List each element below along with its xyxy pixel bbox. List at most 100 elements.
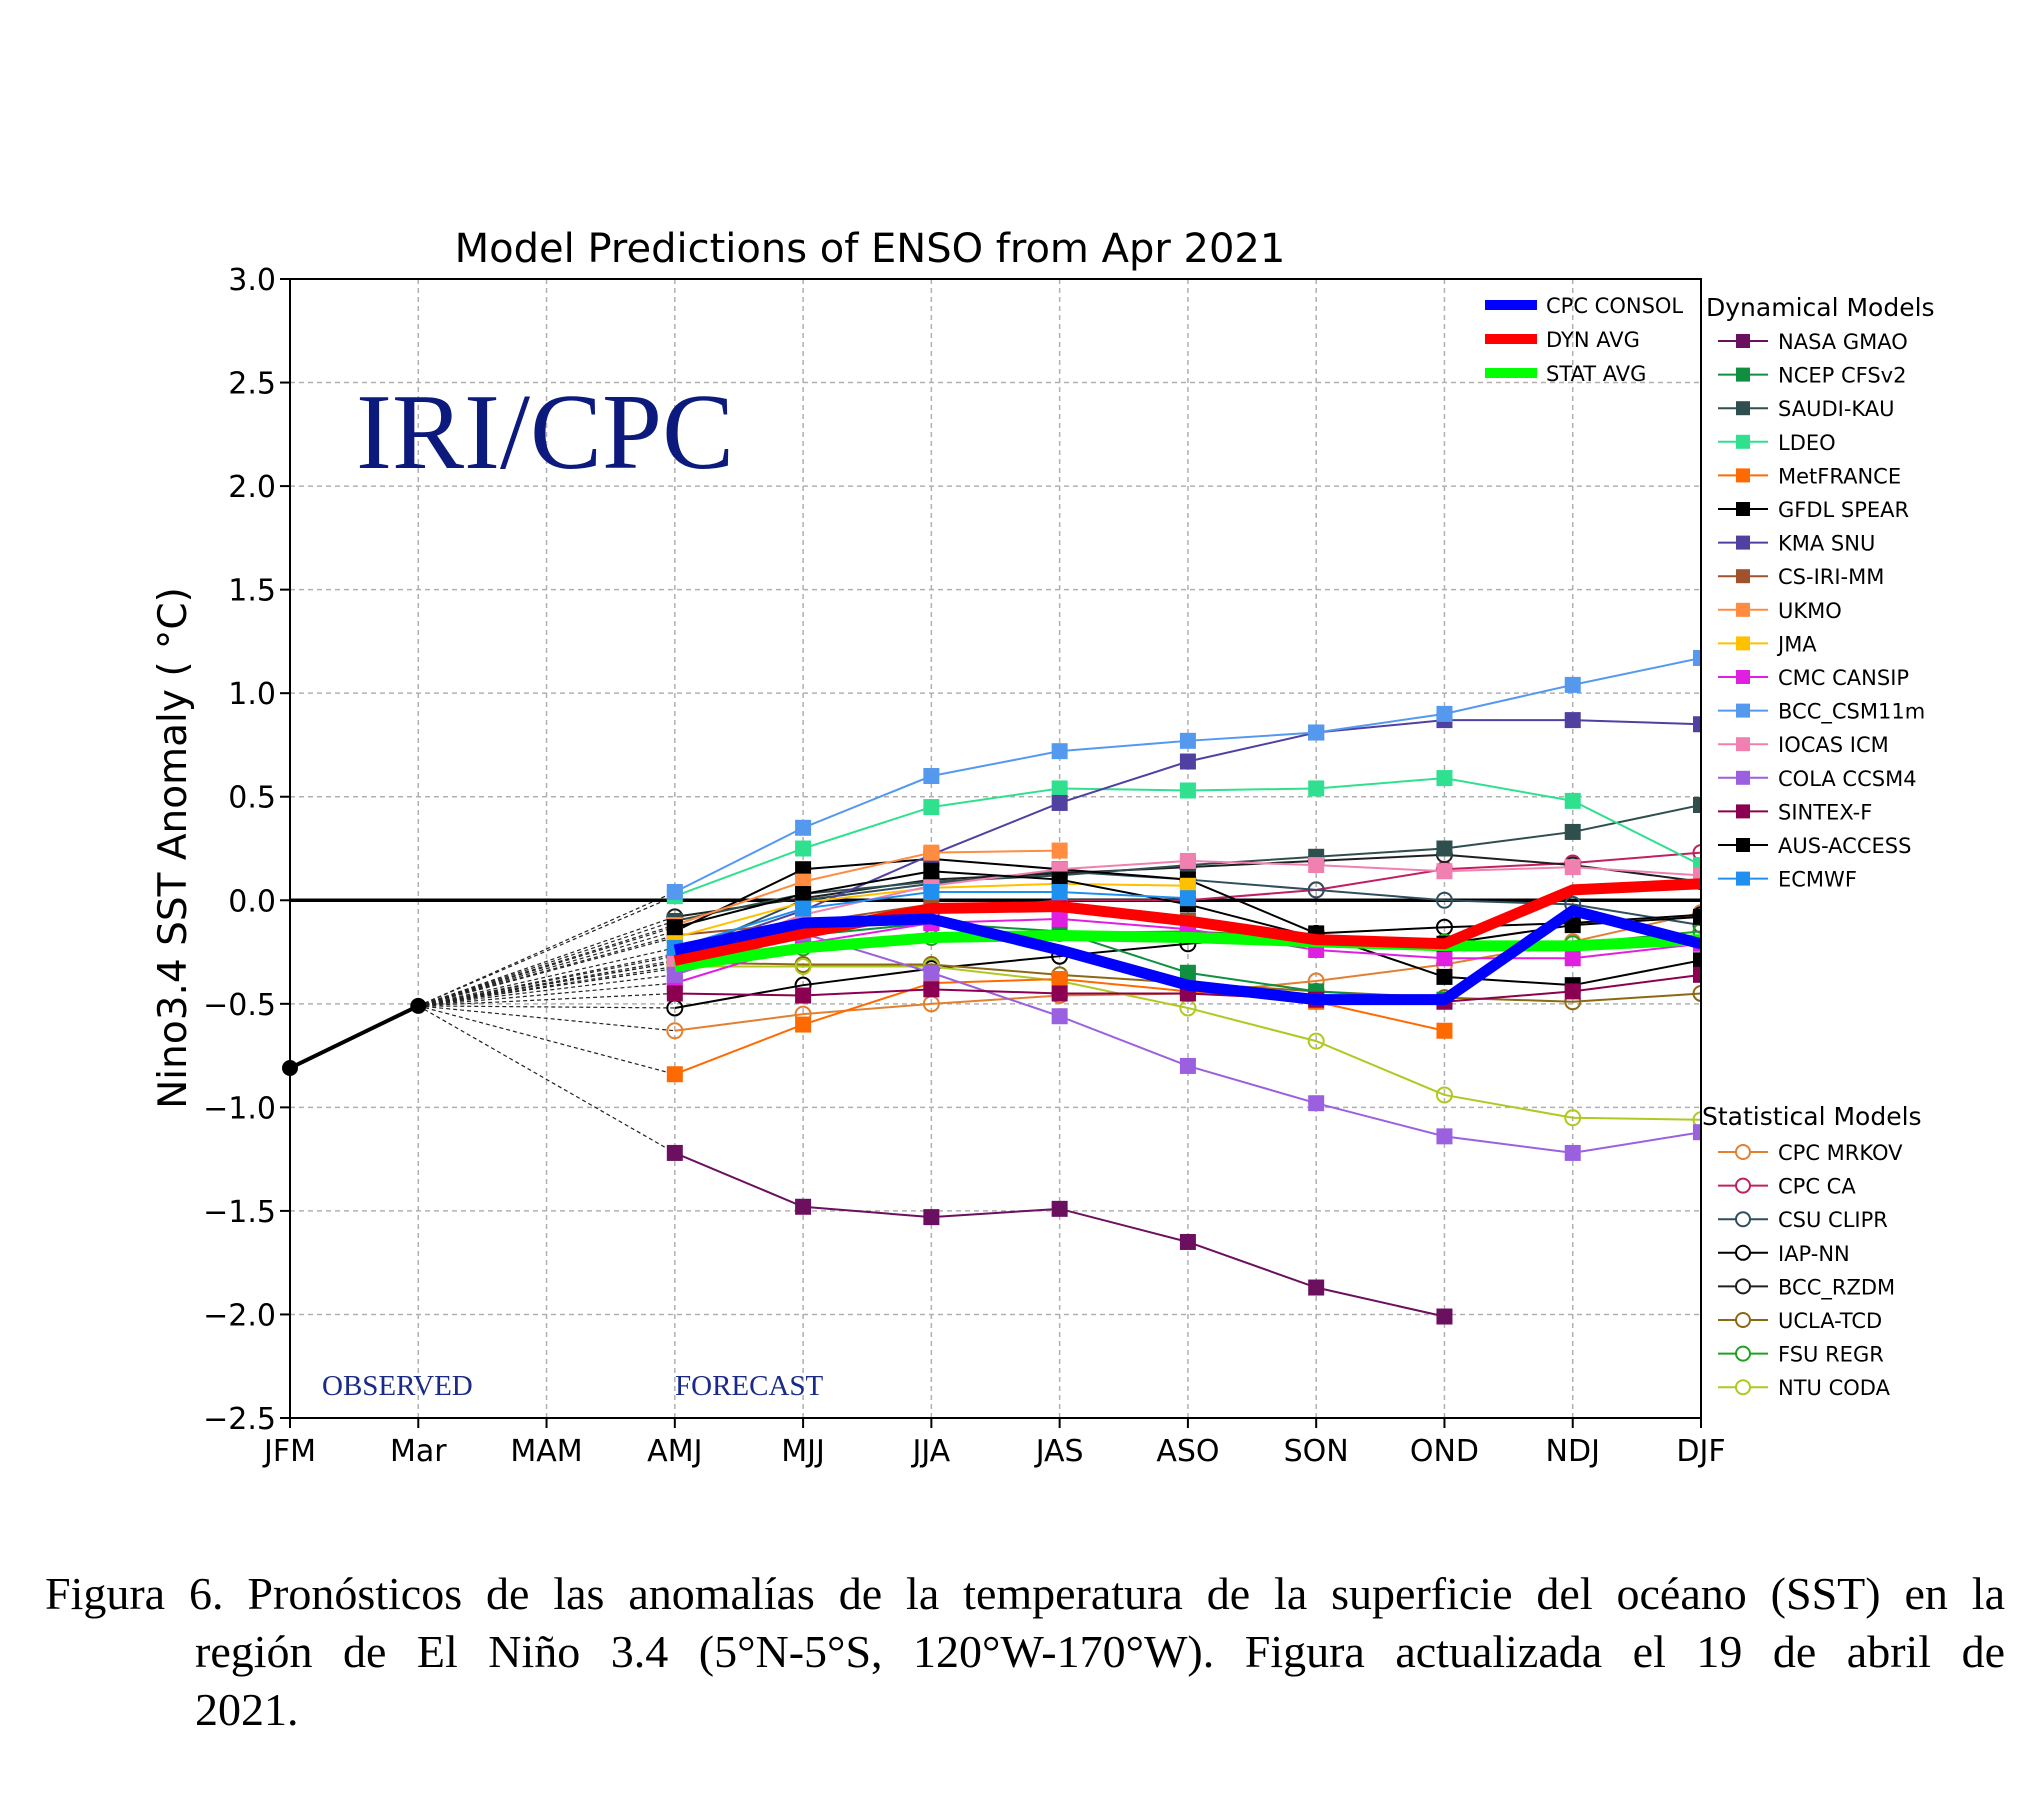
fan-line-bcc-rzdm: [418, 916, 676, 1007]
point-ldeo: [1051, 780, 1068, 797]
x-tick-label-mam: MAM: [510, 1434, 582, 1469]
series-line-ntu-coda: [674, 965, 1701, 1121]
point-nasa-gmao: [1051, 1200, 1068, 1217]
point-cpc-ca: [1692, 844, 1701, 862]
observed-line: [289, 1004, 420, 1070]
point-sintex-f: [923, 981, 940, 998]
point-aus-access: [923, 863, 940, 880]
y-axis: 3.0 2.5 2.0 1.5 1.0 0.5 0.0 −0.5 −1.0 −1.5 −2.0 −2.…: [203, 263, 290, 1437]
point-ukmo: [795, 873, 812, 890]
fan-line-iap-nn: [418, 1005, 675, 1009]
point-saudi-kau: [1436, 840, 1453, 857]
legend-marker-bcc-rzdm: [1735, 1278, 1751, 1295]
legend-label-bcc-csm11m: BCC_CSM11m: [1778, 700, 1925, 725]
point-ldeo: [923, 799, 940, 816]
fan-line-cmc-cansip: [418, 982, 675, 1007]
legend-label-cmc-cansip: CMC CANSIP: [1778, 666, 1909, 690]
point-bcc-csm11m: [1564, 676, 1581, 693]
fan-line-bcc-csm11m: [418, 891, 676, 1007]
legend-marker-sintex-f: [1736, 804, 1750, 819]
point-bcc-csm11m: [795, 819, 812, 836]
y-tick-label: −2.5: [203, 1402, 276, 1437]
point-ucla-tcd: [1692, 984, 1701, 1002]
y-tick-label: 0.0: [228, 884, 276, 919]
legend-label-cpc-ca: CPC CA: [1778, 1175, 1856, 1199]
fan-line-metfrance: [418, 1005, 675, 1075]
point-cola-ccsm4: [1308, 1095, 1325, 1112]
point-sintex-f: [666, 985, 683, 1002]
legend-marker-saudi-kau: [1736, 401, 1750, 416]
series-bcc-csm11m: [666, 649, 1701, 900]
point-aus-access: [1564, 917, 1581, 934]
legend-label-dyn-avg: DYN AVG: [1546, 328, 1640, 352]
point-ntu-coda: [1564, 1109, 1582, 1127]
point-nasa-gmao: [795, 1198, 812, 1215]
legend-label-gfdl-spear: GFDL SPEAR: [1778, 498, 1909, 522]
point-sintex-f: [1564, 983, 1581, 1000]
point-ukmo: [1051, 842, 1068, 859]
point-fsu-regr: [1692, 922, 1701, 940]
point-metfrance: [666, 1066, 683, 1083]
legend-marker-gfdl-spear: [1736, 502, 1750, 516]
plot-frame: [289, 278, 1702, 1419]
point-nasa-gmao: [923, 1209, 940, 1226]
legend-marker-ntu-coda: [1735, 1379, 1751, 1396]
fan-line-sintex-f: [418, 992, 675, 1007]
series-layer: [666, 649, 1701, 1325]
fan-line-ldeo: [418, 895, 676, 1007]
point-kma-snu: [1564, 712, 1581, 729]
point-sintex-f: [1051, 985, 1068, 1002]
point-ncep-cfsv2: [1179, 964, 1196, 981]
average-line-cpc-consol: [673, 905, 1701, 1006]
legend-dynamical: NASA GMAO NCEP CFSv2 SAUDI-KAU LDEO MetFRANC…: [1718, 330, 1925, 892]
legend-label-ncep-cfsv2: NCEP CFSv2: [1778, 364, 1906, 388]
point-bcc-csm11m: [1436, 705, 1453, 722]
x-tick-label-aso: ASO: [1156, 1434, 1219, 1469]
x-tick-label-amj: AMJ: [647, 1434, 702, 1469]
x-tick-label-jfm: JFM: [262, 1434, 316, 1469]
legend-label-ucla-tcd: UCLA-TCD: [1778, 1309, 1882, 1333]
legend-marker-aus-access: [1736, 838, 1750, 852]
observed-point: [410, 997, 427, 1014]
point-nasa-gmao: [1308, 1279, 1325, 1296]
legend-label-ecmwf: ECMWF: [1778, 868, 1857, 892]
y-tick-label: 1.5: [228, 574, 276, 609]
point-kma-snu: [1693, 716, 1701, 733]
point-iocas-icm: [1564, 859, 1581, 876]
legend-marker-nasa-gmao: [1736, 334, 1750, 348]
legend-marker-bcc-csm11m: [1736, 703, 1750, 718]
legend-label-cpc-consol: CPC CONSOL: [1546, 294, 1683, 318]
y-tick-label: 2.5: [228, 367, 276, 402]
fan-line-nasa-gmao: [417, 1005, 676, 1154]
plot-area: [290, 279, 1701, 1418]
y-tick-label: −2.0: [203, 1298, 276, 1333]
fan-line-saudi-kau: [418, 920, 676, 1007]
caption-line-1: Figura 6. Pronósticos de las anomalías d…: [45, 1568, 2005, 1619]
point-ldeo: [795, 840, 812, 857]
point-aus-access: [1693, 908, 1701, 925]
point-sintex-f: [795, 987, 812, 1004]
legend-label-iap-nn: IAP-NN: [1778, 1242, 1850, 1266]
fan-line-csu-clipr: [418, 955, 675, 1007]
fan-line-ucla-tcd: [418, 961, 675, 1007]
observed-label: OBSERVED: [322, 1370, 473, 1402]
point-ecmwf: [1051, 883, 1068, 900]
legend-marker-iocas-icm: [1736, 737, 1750, 752]
fan-line-ntu-coda: [418, 965, 675, 1007]
point-metfrance: [1436, 1022, 1453, 1039]
legend-label-jma: JMA: [1776, 632, 1817, 656]
caption-line-3: 2021.: [195, 1684, 299, 1735]
legend-label-cola-ccsm4: COLA CCSM4: [1778, 767, 1917, 791]
point-nasa-gmao: [1436, 1308, 1453, 1325]
point-cola-ccsm4: [1564, 1144, 1581, 1161]
point-jma: [1179, 877, 1196, 894]
y-tick-label: −0.5: [203, 988, 276, 1023]
figure-caption: Figura 6. Pronósticos de las anomalías d…: [45, 1565, 2005, 1739]
legend-label-stat-avg: STAT AVG: [1546, 362, 1646, 386]
legend-marker-jma: [1736, 636, 1750, 651]
point-iocas-icm: [1693, 867, 1701, 884]
legend-label-metfrance: MetFRANCE: [1778, 464, 1901, 488]
legend-marker-ucla-tcd: [1735, 1312, 1751, 1328]
series-cola-ccsm4: [666, 925, 1701, 1161]
point-cmc-cansip: [1436, 950, 1453, 967]
